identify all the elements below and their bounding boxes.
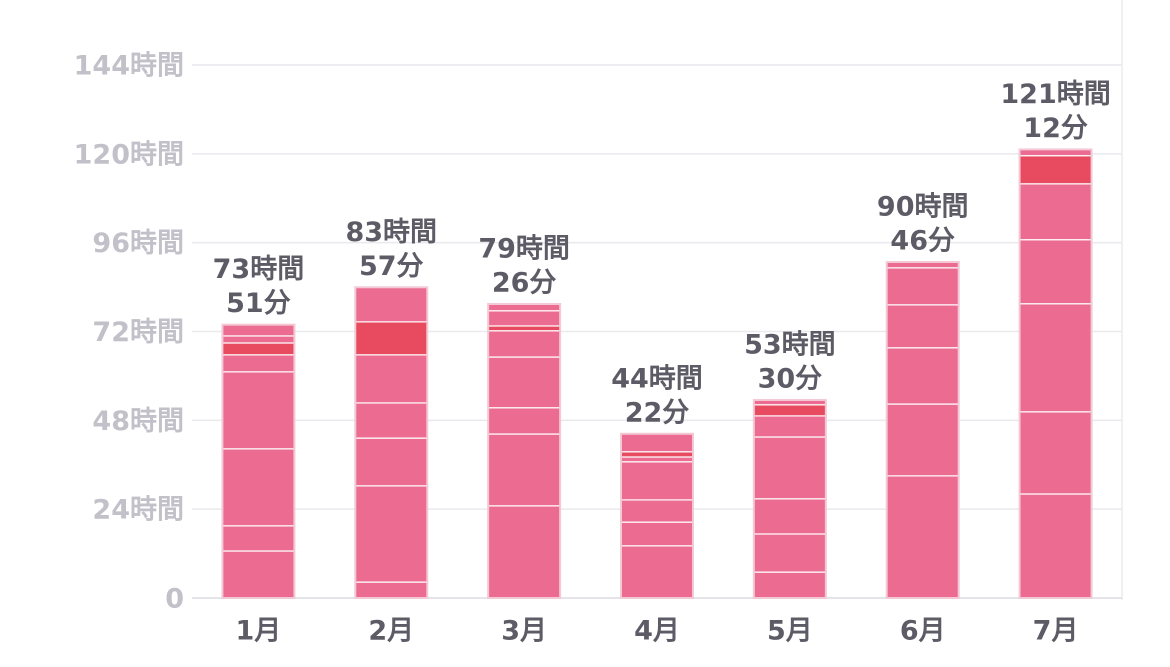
bar-segment bbox=[221, 525, 296, 552]
bar-segment bbox=[221, 324, 296, 337]
bar-segment bbox=[753, 404, 827, 417]
value-label: 30分 bbox=[758, 363, 823, 394]
bar-segment bbox=[354, 485, 428, 583]
bar-segment bbox=[620, 451, 694, 458]
value-label: 22分 bbox=[625, 397, 690, 428]
bar-segment bbox=[354, 402, 428, 439]
bar-segment bbox=[753, 436, 827, 500]
bar-segment bbox=[487, 303, 561, 312]
bar-segment bbox=[886, 267, 960, 306]
bar-segment bbox=[221, 550, 296, 599]
bar-outline bbox=[354, 286, 429, 599]
bar-segment bbox=[487, 330, 561, 358]
bar-segment bbox=[1018, 155, 1093, 185]
bar-segment bbox=[753, 415, 827, 438]
bar-segment bbox=[487, 407, 561, 435]
bar-segment bbox=[886, 475, 960, 599]
bar-segment bbox=[1018, 239, 1093, 305]
bar-outline bbox=[885, 261, 960, 599]
bar-segment bbox=[221, 335, 296, 344]
bar-segment bbox=[620, 456, 694, 463]
value-label: 90時間 bbox=[877, 192, 969, 223]
value-label: 53時間 bbox=[744, 329, 836, 360]
value-label: 12分 bbox=[1023, 113, 1088, 144]
bar-segment bbox=[354, 321, 428, 356]
value-label: 121時間 bbox=[1000, 79, 1110, 110]
y-tick-label: 96時間 bbox=[92, 228, 184, 259]
x-tick-label: 3月 bbox=[501, 616, 547, 647]
y-tick-label: 144時間 bbox=[74, 51, 184, 82]
bar-segment bbox=[886, 347, 960, 405]
y-tick-label: 72時間 bbox=[92, 317, 184, 348]
x-tick-label: 5月 bbox=[767, 616, 813, 647]
bar-segment bbox=[620, 461, 694, 501]
bar-segment bbox=[1018, 411, 1093, 495]
value-label: 57分 bbox=[359, 251, 424, 282]
bar-segment bbox=[753, 498, 827, 535]
y-tick-label: 120時間 bbox=[74, 139, 184, 170]
bar-segment bbox=[354, 286, 428, 323]
bar-segment bbox=[620, 433, 694, 453]
bar-segment bbox=[753, 571, 827, 599]
x-tick-label: 2月 bbox=[368, 616, 414, 647]
y-tick-label: 0 bbox=[165, 584, 184, 615]
bar-segment bbox=[221, 342, 296, 356]
value-label: 51分 bbox=[226, 288, 291, 319]
value-label: 73時間 bbox=[213, 254, 305, 285]
bar-segment bbox=[620, 521, 694, 547]
value-label: 83時間 bbox=[345, 217, 437, 248]
bar-outline bbox=[1018, 148, 1093, 599]
bar-segment bbox=[354, 354, 428, 404]
bar-segment bbox=[886, 403, 960, 477]
bar-segment bbox=[221, 371, 296, 450]
x-tick-label: 4月 bbox=[634, 616, 680, 647]
value-label: 46分 bbox=[890, 226, 955, 257]
x-tick-label: 7月 bbox=[1033, 616, 1079, 647]
bar-segment bbox=[487, 310, 561, 327]
bar-segment bbox=[487, 325, 561, 332]
y-tick-label: 48時間 bbox=[92, 406, 184, 437]
x-tick-label: 1月 bbox=[236, 616, 282, 647]
bar-outline bbox=[752, 398, 827, 600]
value-label: 26分 bbox=[492, 267, 557, 298]
bar-segment bbox=[354, 437, 428, 487]
bar-segment bbox=[487, 433, 561, 507]
bar-segment bbox=[1018, 493, 1093, 599]
bar-segment bbox=[221, 354, 296, 373]
bar-segment bbox=[620, 499, 694, 523]
bar-segment bbox=[487, 505, 561, 599]
value-label: 44時間 bbox=[611, 363, 703, 394]
bar-outline bbox=[221, 323, 296, 599]
bar-segment bbox=[1018, 303, 1093, 413]
y-tick-label: 24時間 bbox=[92, 495, 184, 526]
bar-segment bbox=[221, 448, 296, 527]
bar-segment bbox=[354, 581, 428, 599]
bar-segment bbox=[487, 356, 561, 409]
bar-segment bbox=[620, 545, 694, 599]
bar-segment bbox=[753, 533, 827, 573]
bar-outline bbox=[620, 432, 694, 599]
bar-segment bbox=[1018, 183, 1093, 241]
bar-outline bbox=[487, 302, 562, 599]
x-tick-label: 6月 bbox=[900, 616, 946, 647]
bar-segment bbox=[886, 304, 960, 349]
value-label: 79時間 bbox=[478, 233, 570, 264]
